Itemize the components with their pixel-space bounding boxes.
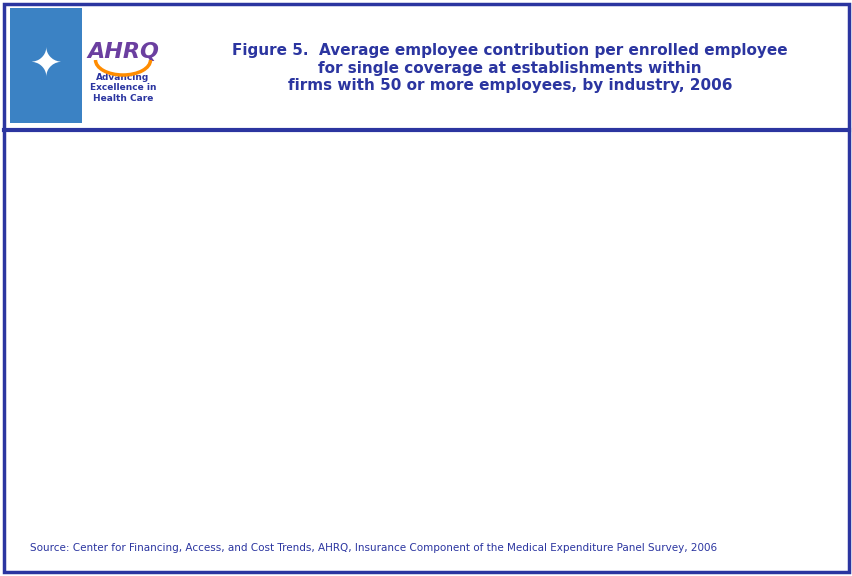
Bar [94, 295, 147, 490]
Bar [661, 196, 714, 490]
FancyBboxPatch shape [4, 4, 848, 572]
Bar [337, 259, 390, 490]
Bar [742, 256, 795, 490]
Text: 697: 697 [190, 276, 213, 287]
Text: 769: 769 [271, 256, 294, 266]
Text: Figure 5.  Average employee contribution per enrolled employee
for single covera: Figure 5. Average employee contribution … [232, 43, 787, 93]
Bar [580, 274, 633, 490]
Text: 1,023: 1,023 [670, 183, 705, 193]
Text: Source: Center for Financing, Access, and Cost Trends, AHRQ, Insurance Component: Source: Center for Financing, Access, an… [30, 543, 717, 553]
Text: ✦: ✦ [30, 46, 62, 84]
Text: 950: 950 [514, 204, 537, 214]
Bar [499, 217, 552, 490]
Y-axis label: Dollars: Dollars [20, 290, 34, 345]
Bar [176, 290, 227, 490]
Text: Advancing
Excellence in
Health Care: Advancing Excellence in Health Care [89, 73, 156, 103]
Text: 678: 678 [109, 282, 132, 292]
Text: 812: 812 [757, 244, 780, 253]
Text: 821: 821 [433, 241, 456, 251]
Bar [256, 269, 308, 490]
FancyBboxPatch shape [82, 8, 164, 123]
Text: AHRQ: AHRQ [87, 42, 158, 62]
FancyBboxPatch shape [10, 8, 164, 123]
Text: 805: 805 [352, 246, 375, 256]
Bar [418, 254, 471, 490]
Text: 751: 751 [595, 261, 618, 271]
FancyBboxPatch shape [10, 8, 82, 123]
